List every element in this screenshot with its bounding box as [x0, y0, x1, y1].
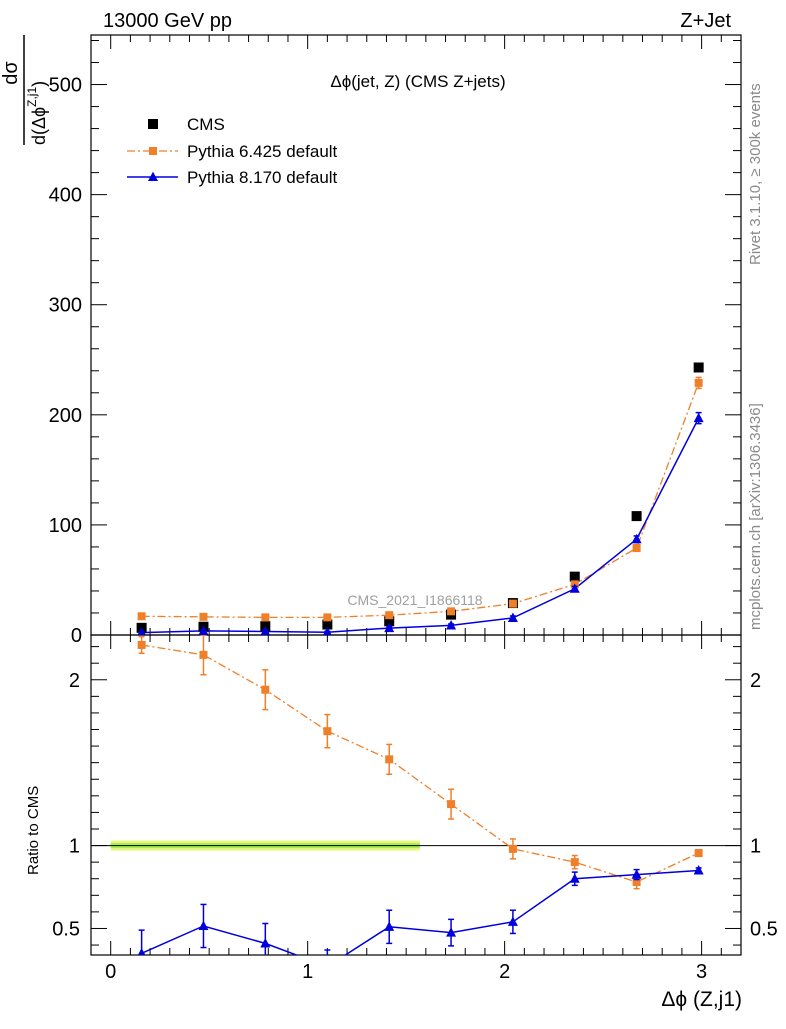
ratio-frame [90, 634, 742, 956]
xtick-label: 0 [105, 961, 116, 983]
xtick-label: 3 [696, 961, 707, 983]
ratio-pythia8-line [141, 869, 699, 955]
ratio-band-layer [91, 840, 741, 851]
pythia8-line [141, 417, 700, 634]
header-right: Z+Jet [680, 10, 731, 32]
main-ytick-label: 100 [49, 515, 82, 537]
pythia8-point [198, 625, 209, 635]
ratio-ytick-label-right: 1 [750, 836, 761, 858]
pythia6-point [323, 613, 332, 622]
header-left: 13000 GeV pp [103, 10, 232, 32]
ratio-pythia8-point [198, 920, 209, 931]
ratio-pythia8-point [322, 961, 332, 970]
pythia6-point [447, 607, 456, 616]
ratio-pythia8-point [693, 865, 704, 875]
ratio-pythia8-point [137, 947, 146, 955]
cms-point [322, 619, 333, 630]
pythia6-point [199, 612, 208, 621]
ratio-pythia6-point [261, 685, 270, 694]
watermark: CMS_2021_I1866118 [347, 592, 482, 608]
cms-point [569, 571, 580, 582]
ylabel-main: dσ d(ΔϕZ,j1) [0, 35, 49, 145]
ratio-pythia6-line [141, 644, 699, 883]
pythia6-line [141, 382, 700, 619]
side-label-mcplots: mcplots.cern.ch [arXiv:1306.3436] [747, 403, 764, 630]
legend-label: Pythia 8.170 default [187, 168, 338, 187]
legend-label: CMS [187, 115, 225, 134]
legend: CMS Pythia 6.425 default Pythia 8.170 defa… [127, 115, 338, 187]
pythia6-point [632, 544, 641, 553]
ylabel-numerator: dσ [0, 61, 22, 85]
ratio-pythia8-point [446, 927, 457, 937]
ratio-ytick-label-left: 1 [69, 836, 80, 858]
pythia6-point [137, 612, 146, 621]
ratio-pythia8-point [260, 937, 271, 948]
ratio-pythia8-point [384, 921, 395, 931]
ratio-pythia6-point [632, 878, 641, 887]
main-series [136, 362, 704, 635]
main-ytick-label: 300 [49, 295, 82, 317]
pythia8-point [507, 612, 518, 622]
ratio-ytick-label-right: 0.5 [750, 918, 778, 940]
pythia6-point [694, 378, 703, 387]
pythia8-point [384, 622, 395, 633]
legend-label: Pythia 6.425 default [187, 142, 338, 161]
ylabel-denominator: d(ΔϕZ,j1) [25, 81, 49, 145]
legend-pythia8-marker [148, 171, 158, 182]
pythia8-point [323, 626, 332, 635]
legend-cms-marker [148, 119, 158, 129]
ratio-ytick-label-left: 2 [69, 670, 80, 692]
xlabel: Δϕ (Z,j1) [661, 988, 742, 1011]
ratio-ytick-label-left: 0.5 [52, 918, 80, 940]
ratio-axes: 0 1 2 3 0.5 0.5 1 1 2 2 [52, 634, 778, 983]
ratio-pythia6-point [447, 800, 456, 809]
main-ytick-label: 0 [71, 625, 82, 647]
ylabel-ratio: Ratio to CMS [25, 786, 42, 875]
pythia8-point [260, 626, 271, 635]
ratio-pythia6-point [137, 640, 146, 649]
legend-pythia6-marker [149, 147, 157, 155]
pythia8-point [137, 627, 146, 635]
ratio-pythia6-point [199, 650, 208, 659]
xtick-label: 1 [302, 961, 313, 983]
pythia8-point [569, 583, 580, 593]
ratio-ytick-label-right: 2 [750, 670, 761, 692]
pythia8-point [446, 620, 457, 630]
cms-point [693, 362, 704, 373]
ratio-pythia8-point [569, 873, 580, 883]
ratio-pythia6-point [508, 844, 517, 853]
ratio-series [137, 635, 704, 970]
pythia6-point [508, 599, 517, 608]
xtick-label: 2 [499, 961, 510, 983]
ratio-pythia6-point [385, 755, 394, 764]
main-ytick-label: 400 [49, 185, 82, 207]
plot-title: Δϕ(jet, Z) (CMS Z+jets) [330, 72, 505, 91]
main-ytick-label: 200 [49, 405, 82, 427]
ratio-pythia8-point [631, 869, 642, 879]
ratio-pythia6-point [570, 858, 579, 867]
main-ytick-label: 500 [49, 75, 82, 97]
pythia6-point [261, 613, 270, 622]
pythia6-point [385, 611, 394, 620]
pythia8-point [693, 412, 704, 423]
pythia8-point [631, 533, 642, 544]
ratio-pythia6-point [323, 727, 332, 736]
ratio-pythia8-point [507, 916, 518, 926]
side-label-rivet: Rivet 3.1.10, ≥ 300k events [747, 83, 764, 265]
cms-point [384, 616, 395, 627]
ratio-pythia6-point [694, 849, 703, 858]
cms-point [631, 511, 642, 522]
